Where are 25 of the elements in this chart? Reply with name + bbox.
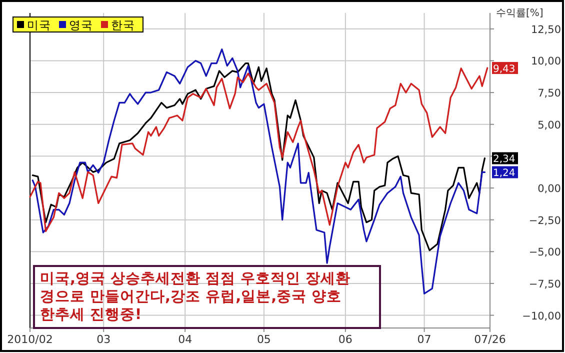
- annotation: 미국,영국 상승추세전환 점점 우호적인 장세환 경으로 만들어간다,강조 유럽,일본,중국 양호 한추세 진행중!: [33, 265, 381, 329]
- y-tick-label: −7,50: [528, 278, 561, 290]
- data-label: 9,43: [493, 64, 516, 75]
- x-tick-label: 03: [96, 333, 111, 346]
- x-tick-label: 04: [178, 333, 192, 346]
- legend-label: 한국: [111, 18, 135, 32]
- y-tick-label: 7,50: [538, 88, 561, 100]
- x-tick-label: 2010/02: [7, 333, 53, 346]
- x-tick-label: 07: [417, 333, 432, 346]
- y-tick-label: 10,00: [530, 56, 561, 68]
- x-tick-label: 07/26: [474, 333, 506, 346]
- y-tick-label: −10,00: [522, 310, 561, 322]
- data-label: 2,34: [493, 154, 516, 166]
- annotation: 미국,영국 상승추세전환 점점 우호적인 장세환 경으로 만들어간다,강조 유럽,일본,중국 양호 한추세 진행중!: [40, 271, 351, 323]
- legend-label: 미국: [27, 18, 51, 32]
- y-tick-label: 5,00: [538, 119, 561, 132]
- y-tick-label: 12,50: [530, 24, 561, 36]
- data-label: 1,24: [493, 168, 516, 180]
- y-axis-title: 수익률[%]: [496, 8, 544, 19]
- legend-label: 영국: [69, 18, 93, 32]
- y-tick-label: 0,00: [538, 183, 561, 195]
- y-tick-label: −2,50: [528, 214, 561, 227]
- x-tick-label: 06: [338, 333, 352, 346]
- x-tick-label: 05: [256, 333, 271, 346]
- y-tick-label: −5,00: [528, 246, 561, 259]
